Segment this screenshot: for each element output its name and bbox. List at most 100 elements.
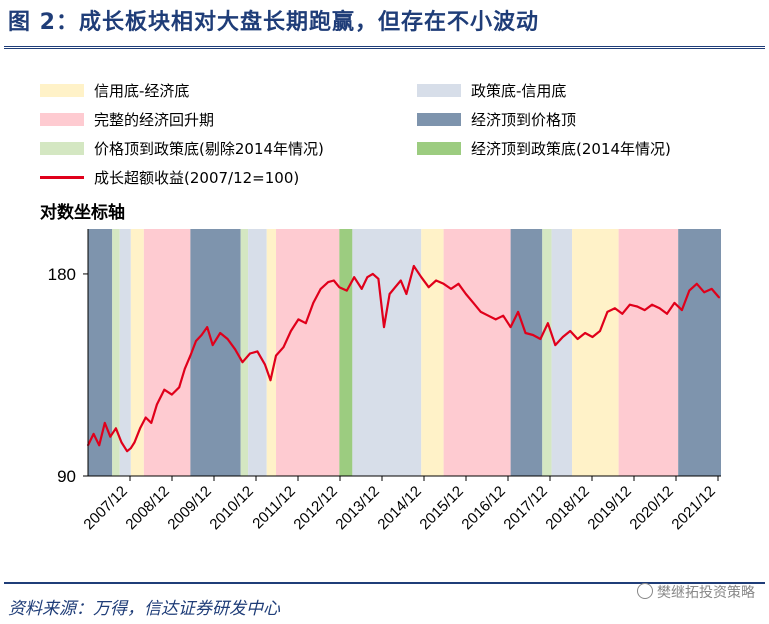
x-tick-label: 2013/12 xyxy=(332,483,382,533)
legend-item-credit-econ: 信用底-经济底 xyxy=(40,80,189,101)
series-point xyxy=(133,441,136,444)
series-point xyxy=(219,332,222,334)
x-tick-label: 2018/12 xyxy=(542,483,592,533)
band-econ_top_to_price_top-19 xyxy=(678,229,721,476)
series-point xyxy=(282,346,285,349)
series-point xyxy=(249,352,251,355)
series-point xyxy=(450,287,452,290)
legend-swatch-econ-price-top xyxy=(417,113,461,126)
series-point xyxy=(319,287,322,290)
x-tick-label: 2019/12 xyxy=(584,483,634,533)
background-bands xyxy=(88,229,721,476)
legend-swatch-full-rebound xyxy=(40,113,84,126)
series-point xyxy=(263,363,266,366)
x-tick-label: 2010/12 xyxy=(206,483,256,533)
title-rule xyxy=(4,46,765,49)
legend-swatch-policy-credit xyxy=(417,84,461,97)
series-point xyxy=(269,379,272,382)
band-credit_bottom_to_econ_bottom-17 xyxy=(572,229,619,476)
series-point xyxy=(576,338,579,340)
series-point xyxy=(178,386,181,389)
legend-label: 经济顶到政策底(2014年情况) xyxy=(471,140,671,158)
series-point xyxy=(628,303,631,306)
band-econ_top_to_price_top-5 xyxy=(190,229,241,476)
x-tick-label: 2015/12 xyxy=(416,483,466,533)
series-point xyxy=(613,307,616,310)
y-axis-label: 对数坐标轴 xyxy=(40,203,125,223)
series-point xyxy=(703,291,706,294)
series-point xyxy=(256,350,259,353)
series-point xyxy=(494,318,497,321)
series-point xyxy=(532,334,534,336)
series-point xyxy=(211,344,214,347)
series-point xyxy=(189,354,192,357)
series-point xyxy=(539,338,542,340)
series-point xyxy=(435,279,438,282)
series-point xyxy=(377,277,380,280)
series-point xyxy=(120,441,123,444)
band-credit_bottom_to_econ_bottom-3 xyxy=(130,229,144,476)
series-point xyxy=(332,279,335,282)
series-point xyxy=(275,354,277,357)
series-line-0 xyxy=(87,264,720,453)
series-point xyxy=(695,282,698,285)
legend-label: 完整的经济回升期 xyxy=(94,111,215,129)
series-point xyxy=(643,309,646,312)
series-point xyxy=(200,334,203,336)
x-tick-label: 2007/12 xyxy=(80,483,130,533)
series-point xyxy=(183,367,186,370)
series-point xyxy=(206,326,209,328)
legend-swatch-2014 xyxy=(417,142,461,155)
series-point xyxy=(681,309,683,312)
series-point xyxy=(139,427,142,430)
series-point xyxy=(170,393,173,396)
series-point xyxy=(115,427,117,430)
series-point xyxy=(109,435,112,438)
band-full_econ_rebound-9 xyxy=(276,229,340,476)
series-point xyxy=(241,361,244,364)
band-price_top_to_policy_bottom-6 xyxy=(240,229,249,476)
series-point xyxy=(412,265,415,267)
legend-label: 经济顶到价格顶 xyxy=(471,111,577,129)
x-tick-label: 2011/12 xyxy=(249,483,299,533)
series-point xyxy=(606,311,609,313)
series-point xyxy=(129,447,132,450)
series-point xyxy=(621,312,624,315)
x-tick-label: 2016/12 xyxy=(458,483,508,533)
y-tick-label: 90 xyxy=(57,467,76,486)
band-policy_bottom_to_credit_bottom-2 xyxy=(119,229,131,476)
series-point xyxy=(234,348,236,351)
series-point xyxy=(591,336,594,338)
series-point xyxy=(155,403,158,406)
legend-item-2014: 经济顶到政策底(2014年情况) xyxy=(417,138,671,159)
legend-swatch-credit-econ xyxy=(40,84,84,97)
series-point xyxy=(427,286,430,289)
series-point xyxy=(405,293,408,295)
series-layer xyxy=(87,264,721,453)
series-point xyxy=(465,293,467,295)
series-point xyxy=(666,312,668,315)
legend-label: 政策底-信用底 xyxy=(471,82,567,100)
wechat-icon xyxy=(637,583,653,599)
series-point xyxy=(195,340,197,342)
legend-label: 价格顶到政策底(剔除2014年情况) xyxy=(94,140,324,158)
band-full_econ_rebound-18 xyxy=(618,229,679,476)
series-point xyxy=(338,286,341,289)
series-point xyxy=(569,330,572,332)
source-note: 资料来源：万得，信达证券研发中心 xyxy=(8,599,280,619)
series-point xyxy=(92,432,95,435)
series-point xyxy=(353,276,356,279)
series-point xyxy=(399,279,402,282)
legend-swatch-series xyxy=(40,176,84,179)
series-point xyxy=(710,287,713,290)
legend-item-series: 成长超额收益(2007/12=100) xyxy=(40,167,299,188)
series-point xyxy=(420,276,423,279)
x-tick-label: 2008/12 xyxy=(122,483,172,533)
x-tick-label: 2012/12 xyxy=(290,483,340,533)
series-point xyxy=(304,322,307,325)
series-point xyxy=(98,444,101,447)
series-point xyxy=(383,326,385,328)
series-point xyxy=(718,296,721,299)
legend-label: 信用底-经济底 xyxy=(94,82,190,100)
series-point xyxy=(688,289,691,292)
